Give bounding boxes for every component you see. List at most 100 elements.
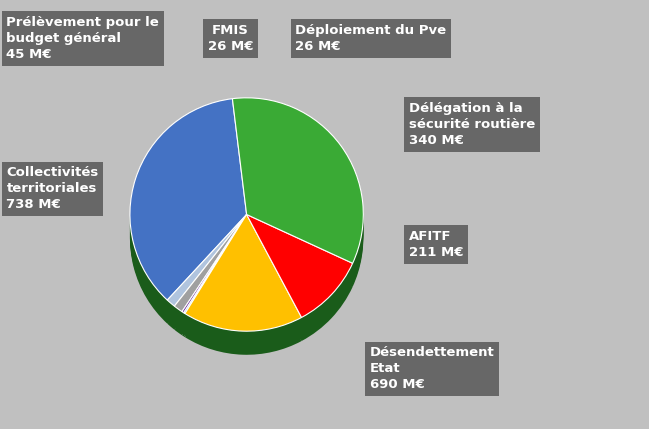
Wedge shape bbox=[247, 230, 352, 333]
Wedge shape bbox=[247, 221, 352, 323]
Wedge shape bbox=[167, 217, 247, 308]
Wedge shape bbox=[167, 238, 247, 330]
Wedge shape bbox=[247, 234, 352, 337]
Wedge shape bbox=[130, 116, 247, 318]
Wedge shape bbox=[185, 238, 302, 355]
Wedge shape bbox=[185, 217, 302, 333]
Wedge shape bbox=[185, 228, 302, 345]
Wedge shape bbox=[167, 232, 247, 324]
Wedge shape bbox=[247, 217, 352, 320]
Wedge shape bbox=[247, 224, 352, 327]
Wedge shape bbox=[175, 218, 247, 316]
Wedge shape bbox=[175, 234, 247, 331]
Wedge shape bbox=[182, 218, 247, 317]
Wedge shape bbox=[130, 122, 247, 323]
Wedge shape bbox=[130, 109, 247, 310]
Wedge shape bbox=[182, 228, 247, 326]
Wedge shape bbox=[130, 106, 247, 308]
Wedge shape bbox=[182, 238, 247, 336]
Wedge shape bbox=[175, 222, 247, 320]
Wedge shape bbox=[247, 222, 352, 325]
Wedge shape bbox=[167, 214, 247, 306]
Wedge shape bbox=[232, 110, 363, 275]
Wedge shape bbox=[167, 230, 247, 322]
Wedge shape bbox=[182, 236, 247, 335]
Wedge shape bbox=[185, 221, 302, 337]
Wedge shape bbox=[175, 227, 247, 323]
Wedge shape bbox=[232, 98, 363, 263]
Wedge shape bbox=[167, 234, 247, 326]
Wedge shape bbox=[130, 120, 247, 322]
Wedge shape bbox=[182, 217, 247, 315]
Wedge shape bbox=[247, 218, 352, 321]
Wedge shape bbox=[185, 222, 302, 339]
Wedge shape bbox=[247, 228, 352, 331]
Wedge shape bbox=[175, 221, 247, 317]
Wedge shape bbox=[175, 238, 247, 335]
Wedge shape bbox=[167, 227, 247, 318]
Wedge shape bbox=[130, 99, 247, 300]
Wedge shape bbox=[232, 112, 363, 277]
Wedge shape bbox=[182, 227, 247, 325]
Wedge shape bbox=[184, 234, 247, 333]
Wedge shape bbox=[175, 230, 247, 327]
Wedge shape bbox=[247, 236, 352, 339]
Wedge shape bbox=[175, 228, 247, 325]
Wedge shape bbox=[184, 238, 247, 337]
Wedge shape bbox=[185, 218, 302, 335]
Wedge shape bbox=[167, 221, 247, 312]
Wedge shape bbox=[167, 236, 247, 328]
Wedge shape bbox=[175, 224, 247, 321]
Wedge shape bbox=[232, 104, 363, 269]
Text: AFITF
211 M€: AFITF 211 M€ bbox=[409, 230, 463, 259]
Wedge shape bbox=[184, 222, 247, 321]
Wedge shape bbox=[185, 236, 302, 353]
Wedge shape bbox=[232, 115, 363, 281]
Wedge shape bbox=[130, 101, 247, 302]
Wedge shape bbox=[184, 218, 247, 317]
Wedge shape bbox=[232, 100, 363, 265]
Wedge shape bbox=[175, 217, 247, 314]
Wedge shape bbox=[182, 222, 247, 320]
Wedge shape bbox=[185, 232, 302, 349]
Text: Déploiement du Pve
26 M€: Déploiement du Pve 26 M€ bbox=[295, 24, 447, 53]
Wedge shape bbox=[247, 232, 352, 335]
Text: Prélèvement pour le
budget général
45 M€: Prélèvement pour le budget général 45 M€ bbox=[6, 16, 159, 61]
Wedge shape bbox=[182, 214, 247, 313]
Text: FMIS
26 M€: FMIS 26 M€ bbox=[208, 24, 253, 53]
Wedge shape bbox=[232, 118, 363, 283]
Wedge shape bbox=[247, 238, 352, 341]
Wedge shape bbox=[184, 221, 247, 320]
Wedge shape bbox=[175, 232, 247, 329]
Wedge shape bbox=[130, 105, 247, 306]
Wedge shape bbox=[184, 224, 247, 323]
Wedge shape bbox=[185, 214, 302, 331]
Wedge shape bbox=[184, 217, 247, 316]
Wedge shape bbox=[167, 218, 247, 310]
Wedge shape bbox=[130, 103, 247, 304]
Wedge shape bbox=[232, 114, 363, 279]
Text: Collectivités
territoriales
738 M€: Collectivités territoriales 738 M€ bbox=[6, 166, 99, 211]
Wedge shape bbox=[185, 234, 302, 351]
Wedge shape bbox=[232, 119, 363, 285]
Wedge shape bbox=[184, 227, 247, 325]
Wedge shape bbox=[167, 224, 247, 316]
Wedge shape bbox=[184, 232, 247, 331]
Wedge shape bbox=[232, 106, 363, 271]
Wedge shape bbox=[185, 224, 302, 341]
Wedge shape bbox=[232, 108, 363, 273]
Text: Délégation à la
sécurité routière
340 M€: Délégation à la sécurité routière 340 M€ bbox=[409, 102, 535, 147]
Wedge shape bbox=[182, 224, 247, 323]
Wedge shape bbox=[185, 227, 302, 343]
Wedge shape bbox=[182, 230, 247, 329]
Wedge shape bbox=[232, 102, 363, 267]
Wedge shape bbox=[167, 228, 247, 320]
Wedge shape bbox=[184, 228, 247, 327]
Wedge shape bbox=[247, 214, 352, 317]
Wedge shape bbox=[232, 121, 363, 287]
Text: Désendettement
Etat
690 M€: Désendettement Etat 690 M€ bbox=[370, 347, 495, 391]
Wedge shape bbox=[247, 227, 352, 329]
Wedge shape bbox=[184, 214, 247, 314]
Wedge shape bbox=[182, 221, 247, 319]
Wedge shape bbox=[130, 112, 247, 314]
